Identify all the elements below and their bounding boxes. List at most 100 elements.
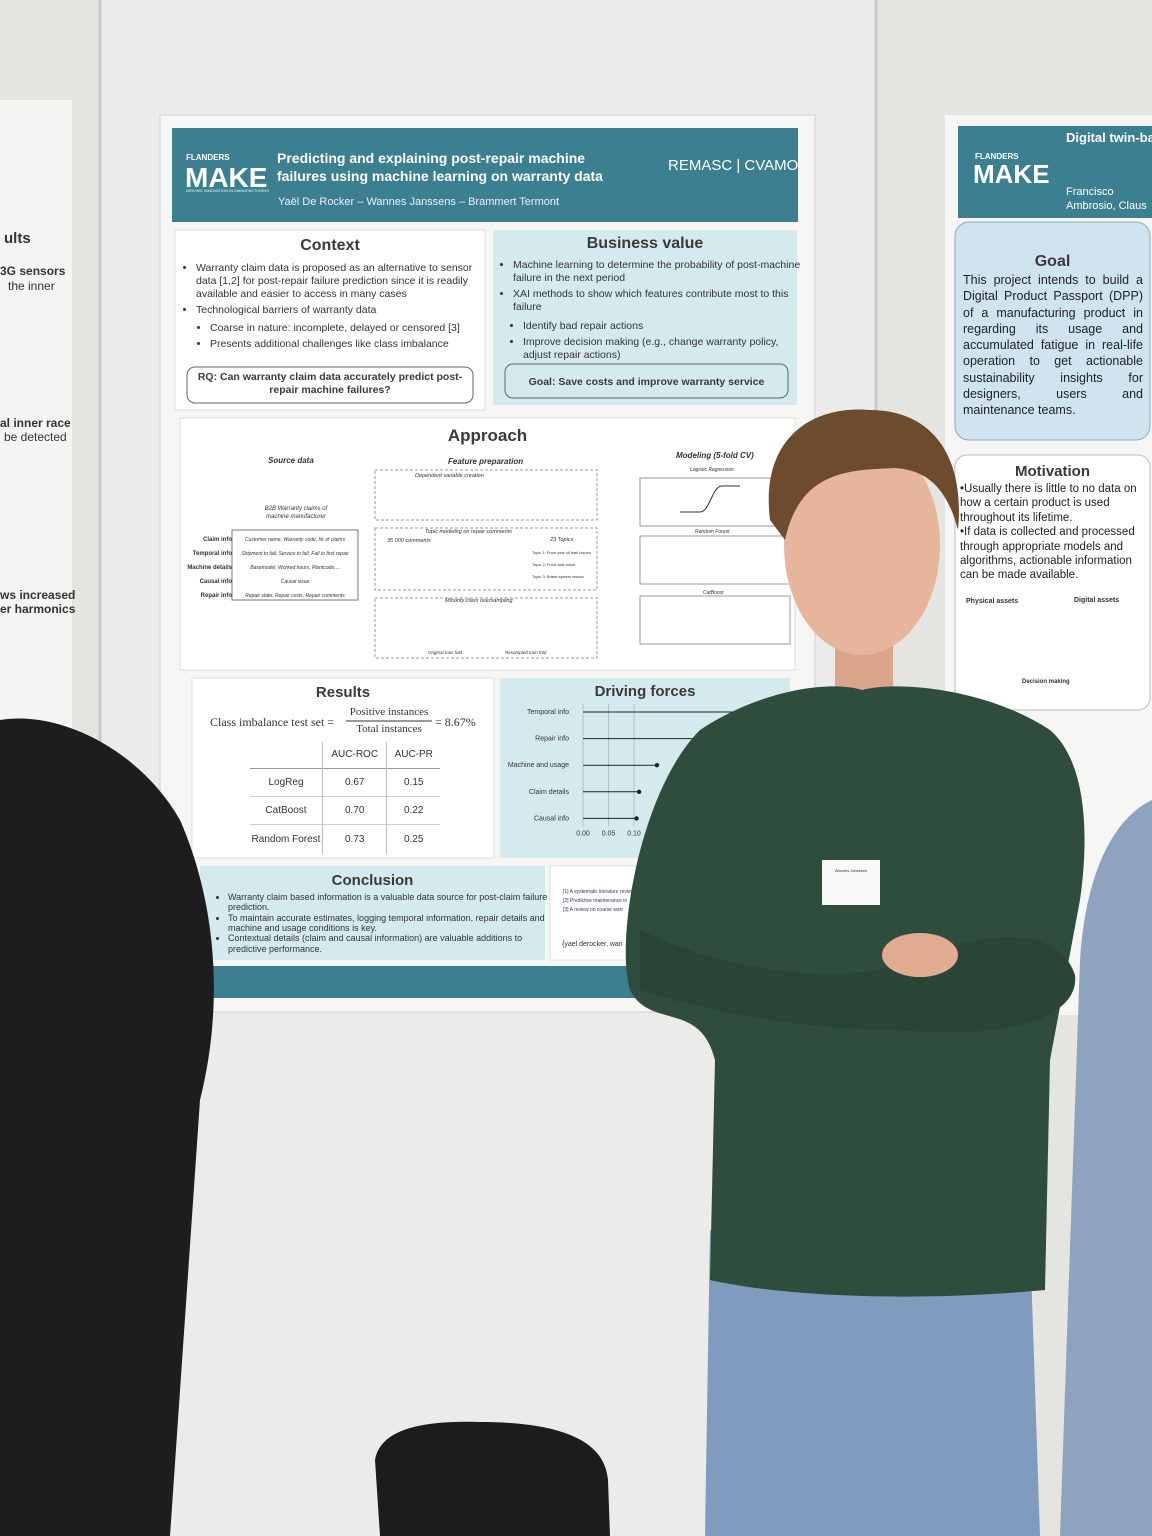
cell: 0.25 — [386, 824, 440, 854]
lollipop-dot — [654, 763, 660, 768]
step-box — [374, 527, 598, 591]
sigmoid — [680, 485, 740, 513]
face — [784, 435, 940, 655]
goal: Goal: Save costs and improve warranty se… — [528, 376, 765, 388]
row-text: Basemodel, Worked hours, Plantcode,... — [250, 565, 340, 571]
cell: 0.67 — [321, 768, 387, 796]
jeans — [705, 1230, 1040, 1536]
fragment: be detected — [4, 430, 67, 444]
conclusion-list: Warranty claim based information is a va… — [212, 892, 553, 954]
row-label: Claim info — [202, 537, 232, 543]
fragment: ults — [4, 230, 31, 247]
business-list: Machine learning to determine the probab… — [497, 259, 805, 318]
left-poster — [0, 100, 72, 760]
column-label: Feature preparation — [448, 457, 524, 466]
bullet: Presents additional challenges like clas… — [210, 338, 490, 351]
cell: AUC-ROC — [321, 742, 387, 768]
contact: {yael.derocker, wan — [562, 941, 623, 948]
topic-list: Topic 1: Front axle oil leak issues Topic… — [532, 547, 591, 583]
business-sublist: Identify bad repair actions Improve deci… — [507, 320, 808, 365]
cell: CatBoost — [265, 804, 307, 816]
x-tick-label: 0.10 — [627, 830, 641, 837]
goal-box — [954, 221, 1151, 441]
formula: Total instances — [356, 723, 422, 735]
row-label: Causal info — [199, 579, 232, 585]
step-label: Minority class oversampling — [445, 598, 513, 604]
comments-label: 35 000 comments — [387, 538, 431, 544]
table-row: AUC-ROC AUC-PR — [250, 742, 440, 768]
step-label: Dependent variable creation — [415, 473, 484, 479]
cell: 0.73 — [321, 824, 387, 854]
row-text: Customer name, Warranty code, Nr of clai… — [245, 537, 345, 543]
model-box — [639, 535, 791, 585]
right-header — [958, 126, 1152, 218]
model-label: Random Forest — [695, 529, 730, 535]
motivation-box — [954, 454, 1151, 711]
cell: 0.70 — [321, 796, 387, 824]
fragment: er harmonics — [0, 602, 76, 616]
section-heading: Approach — [447, 426, 528, 445]
cell: 0.22 — [386, 796, 440, 824]
right-title: Digital twin-based estimation as sustain… — [1066, 130, 1152, 145]
topic: Topic 3: Brake system issues — [532, 574, 584, 579]
row-text: Shipment to fail, Service to fail, Fail … — [241, 551, 349, 557]
reference: [1] A systematic literature review — [563, 889, 635, 895]
step-box — [374, 597, 598, 659]
reference: [3] A review on coarse warr — [563, 907, 624, 913]
bullet: Contextual details (claim and causal inf… — [228, 933, 553, 954]
row-label: Temporal info — [192, 551, 232, 557]
name-tag-text: Wannes Janssens — [835, 868, 868, 873]
y-tick-label: Machine and usage — [508, 762, 569, 769]
row-texts: Customer name, Warranty code, Nr of clai… — [234, 533, 356, 603]
goal-text: This project intends to build a Digital … — [963, 273, 1143, 417]
poster-title: Predicting and explaining post-repair ma… — [277, 150, 603, 184]
cell: AUC-PR — [386, 742, 440, 768]
asset-label: Digital assets — [1074, 597, 1120, 604]
step-label: Topic modeling on repair comments — [425, 529, 512, 535]
y-tick-label: Claim details — [529, 789, 570, 796]
logo-top: FLANDERS — [186, 153, 230, 162]
row-text: Repair state, Repair costs, Repair comme… — [245, 593, 345, 599]
section-heading: Context — [300, 237, 360, 254]
bullet: Technological barriers of warranty data — [196, 304, 494, 317]
formula: Positive instances — [349, 706, 429, 718]
right-authors: Francisco Ambrosio, Claus Claeys, F — [1066, 186, 1147, 214]
fragment: the inner — [8, 279, 55, 293]
lollipop-dot — [634, 816, 639, 821]
x-tick-label: 0.00 — [576, 830, 590, 837]
logo-top: FLANDERS — [975, 152, 1019, 161]
logo: MAKE — [185, 162, 268, 193]
y-tick-label: Causal info — [534, 815, 569, 822]
model-label: CatBoost — [703, 590, 724, 596]
section-heading: Results — [315, 684, 371, 701]
section-heading: Business value — [586, 235, 704, 252]
row-labels: Claim info Temporal info Machine details Ca… — [180, 533, 232, 603]
lollipop-dot — [636, 789, 642, 794]
x-tick-label: 0.05 — [602, 830, 616, 837]
bullet: To maintain accurate estimates, logging … — [228, 913, 553, 934]
row-label: Machine details — [187, 565, 232, 571]
section-heading: Goal — [1034, 253, 1071, 270]
fragment: 3G sensors — [0, 264, 66, 278]
model-box — [639, 477, 791, 527]
poster-tag: REMASC | CVAMO — [668, 157, 799, 174]
model-box — [639, 595, 791, 645]
model-label: Logistic Regression — [690, 467, 734, 473]
y-tick-label: Temporal info — [527, 709, 569, 716]
fold-label: Resampled train fold — [505, 650, 547, 655]
hand — [882, 933, 958, 977]
logo: MAKE — [973, 159, 1050, 189]
cell: 0.15 — [386, 768, 440, 796]
topics-label: 23 Topics — [550, 537, 574, 543]
column-label: Modeling (5-fold CV) — [676, 451, 754, 460]
formula: = 8.67% — [435, 715, 476, 729]
topic: Topic 1: Front axle oil leak issues — [532, 550, 591, 555]
source-caption: B2B Warranty claims of machine manufactu… — [264, 506, 328, 520]
row-label: Repair info — [200, 593, 232, 599]
cell: Random Forest — [251, 833, 321, 845]
section-heading: Motivation — [1015, 463, 1090, 480]
y-tick-label: Repair info — [535, 736, 569, 743]
reference: [2] Predictive maintenance in — [563, 898, 628, 904]
